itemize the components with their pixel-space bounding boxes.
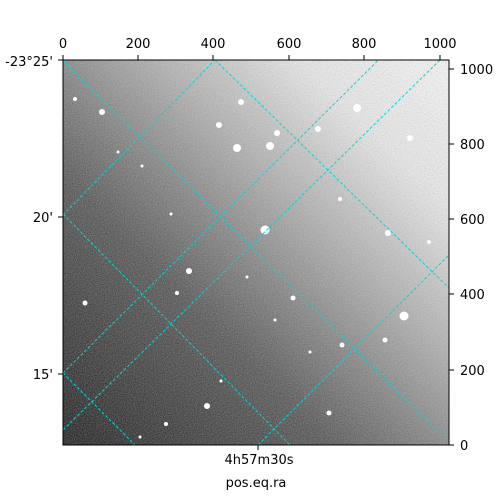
tick-label: 0 bbox=[59, 37, 67, 52]
image-frame bbox=[62, 59, 450, 446]
dec-tick-label: 15' bbox=[33, 368, 53, 383]
star bbox=[175, 291, 179, 295]
star bbox=[427, 240, 431, 244]
grid-line bbox=[214, 60, 449, 289]
star bbox=[140, 164, 144, 168]
grid-line bbox=[63, 213, 291, 445]
star bbox=[260, 225, 270, 235]
star bbox=[290, 295, 296, 301]
star bbox=[138, 435, 142, 439]
star bbox=[233, 144, 241, 152]
tick-label: 1000 bbox=[423, 37, 456, 52]
star bbox=[382, 337, 388, 343]
tick-label: 200 bbox=[460, 364, 485, 379]
bottom-pixel-axis bbox=[62, 55, 441, 60]
coordinate-grid bbox=[63, 60, 449, 445]
ra-axis-title: pos.eq.ra bbox=[226, 476, 287, 491]
grid-line bbox=[63, 372, 136, 445]
tick-label: 0 bbox=[460, 439, 468, 454]
star bbox=[116, 150, 120, 154]
grid-line bbox=[63, 60, 380, 374]
grid-line bbox=[63, 60, 449, 443]
dec-axis-labels: -23°25' 20' 15' bbox=[5, 55, 63, 383]
star bbox=[238, 99, 244, 105]
star bbox=[219, 379, 223, 383]
tick-label: 200 bbox=[126, 37, 151, 52]
tick-label: 800 bbox=[352, 37, 377, 52]
star bbox=[399, 311, 409, 321]
star bbox=[273, 318, 277, 322]
grid-line bbox=[63, 60, 216, 216]
star bbox=[169, 212, 173, 216]
tick-label: 400 bbox=[460, 288, 485, 303]
star bbox=[245, 275, 249, 279]
tick-label: 600 bbox=[460, 213, 485, 228]
star bbox=[326, 410, 332, 416]
star bbox=[266, 142, 274, 150]
star bbox=[73, 97, 77, 101]
star bbox=[274, 130, 280, 136]
star bbox=[82, 300, 88, 306]
star bbox=[315, 126, 321, 132]
top-pixel-tick-labels: 0 200 400 600 800 1000 bbox=[59, 37, 457, 52]
grid-line bbox=[63, 60, 441, 431]
star bbox=[308, 350, 312, 354]
star bbox=[204, 403, 210, 409]
star bbox=[99, 109, 105, 115]
star bbox=[338, 197, 342, 201]
dec-tick-label: 20' bbox=[33, 211, 53, 226]
star bbox=[186, 268, 192, 274]
right-pixel-axis bbox=[449, 68, 454, 446]
tick-label: 1000 bbox=[460, 63, 493, 78]
right-pixel-tick-labels: 0 200 400 600 800 1000 bbox=[460, 63, 493, 454]
star bbox=[339, 342, 345, 348]
star bbox=[353, 104, 361, 112]
star bbox=[164, 422, 168, 426]
sky-image bbox=[63, 60, 449, 445]
star bbox=[407, 135, 413, 141]
star-field bbox=[73, 97, 431, 439]
tick-label: 400 bbox=[201, 37, 226, 52]
star bbox=[216, 122, 222, 128]
star bbox=[385, 230, 391, 236]
ra-tick-label: 4h57m30s bbox=[224, 453, 293, 468]
tick-label: 600 bbox=[277, 37, 302, 52]
ra-axis-labels: 4h57m30s pos.eq.ra bbox=[224, 445, 294, 491]
dec-tick-label: -23°25' bbox=[5, 55, 53, 70]
tick-label: 800 bbox=[460, 138, 485, 153]
